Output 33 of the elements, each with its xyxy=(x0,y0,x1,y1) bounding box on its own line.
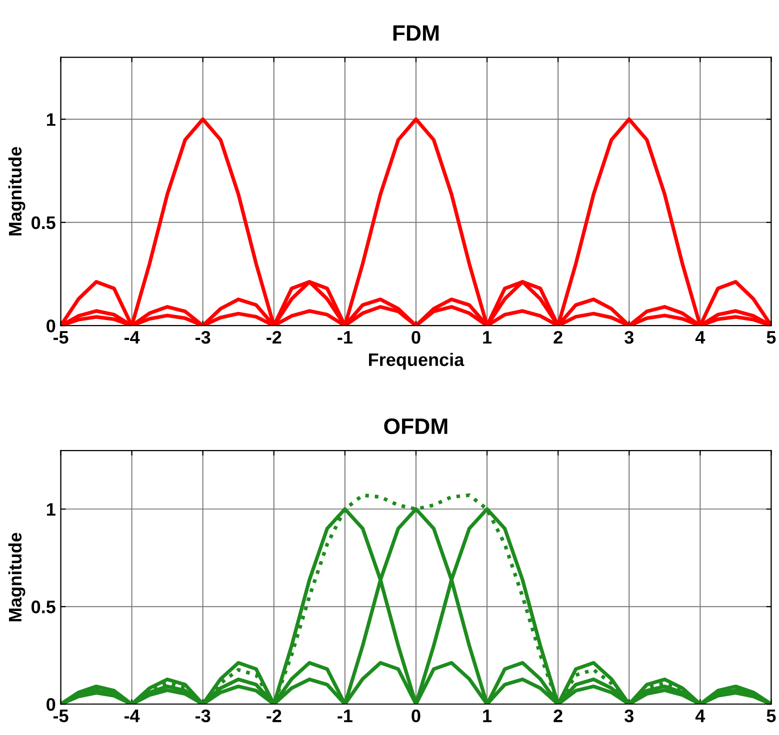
y-tick-label: 0.5 xyxy=(32,216,56,230)
chart-title: FDM xyxy=(393,25,439,41)
x-tick-label: 0 xyxy=(412,330,420,344)
x-axis-title: Frequencia xyxy=(369,352,464,370)
x-tick-label: 3 xyxy=(624,330,634,344)
y-axis-title: Magnitude xyxy=(8,146,26,236)
y-tick-label: 0.5 xyxy=(32,600,56,614)
x-tick-label: -1 xyxy=(338,331,352,344)
y-tick-label: 0 xyxy=(46,698,56,711)
x-tick-label: 1 xyxy=(483,710,492,722)
x-tick-label: -2 xyxy=(266,709,282,722)
x-tick-label: 4 xyxy=(695,331,706,344)
x-tick-label: 4 xyxy=(695,710,706,722)
x-tick-label: 2 xyxy=(554,709,562,722)
x-tick-label: 5 xyxy=(766,331,776,344)
x-tick-label: -5 xyxy=(53,710,68,722)
y-tick-label: 1 xyxy=(46,503,56,516)
x-tick-label: -4 xyxy=(124,331,140,344)
x-tick-label: 0 xyxy=(412,709,420,722)
x-tick-label: -1 xyxy=(338,710,352,722)
x-tick-label: 3 xyxy=(624,709,634,722)
x-tick-label: -3 xyxy=(196,709,210,722)
x-tick-label: 2 xyxy=(554,330,562,344)
x-tick-label: 1 xyxy=(483,331,492,344)
x-tick-label: -5 xyxy=(53,331,68,344)
x-tick-label: 5 xyxy=(766,710,776,722)
x-tick-label: -4 xyxy=(124,710,140,722)
y-axis-title: Magnitude xyxy=(8,532,26,622)
chart-title: OFDM xyxy=(384,418,448,434)
x-tick-label: -2 xyxy=(266,330,282,344)
y-tick-label: 1 xyxy=(46,113,56,126)
x-tick-label: -3 xyxy=(196,330,210,344)
y-tick-label: 0 xyxy=(46,320,56,332)
